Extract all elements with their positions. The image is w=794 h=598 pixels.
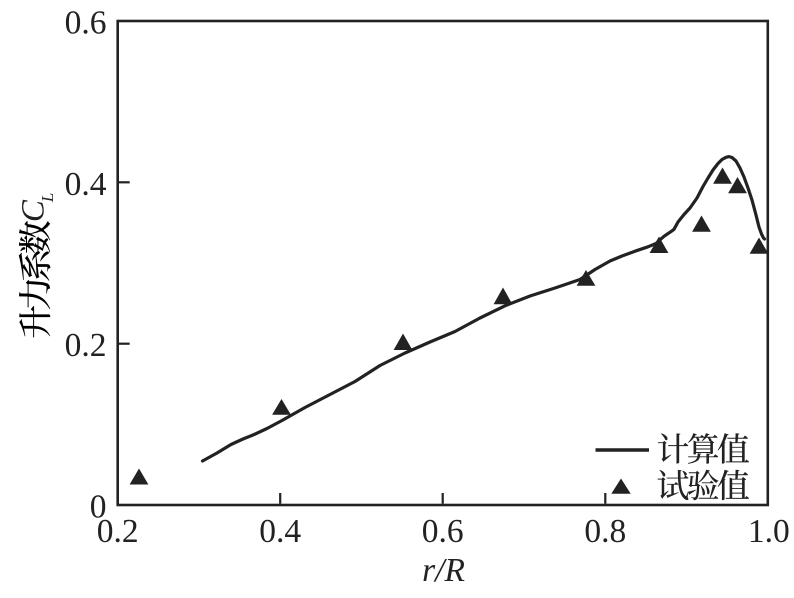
svg-text:1.0: 1.0 <box>748 513 790 550</box>
svg-text:0.4: 0.4 <box>259 513 301 550</box>
svg-text:0.6: 0.6 <box>422 513 464 550</box>
svg-text:0.8: 0.8 <box>584 513 626 550</box>
svg-text:0.6: 0.6 <box>65 5 107 42</box>
svg-text:0: 0 <box>90 489 107 526</box>
svg-text:0.2: 0.2 <box>65 327 107 364</box>
svg-text:0.4: 0.4 <box>65 166 107 203</box>
svg-text:0.2: 0.2 <box>97 513 139 550</box>
svg-text:r/R: r/R <box>422 552 465 589</box>
